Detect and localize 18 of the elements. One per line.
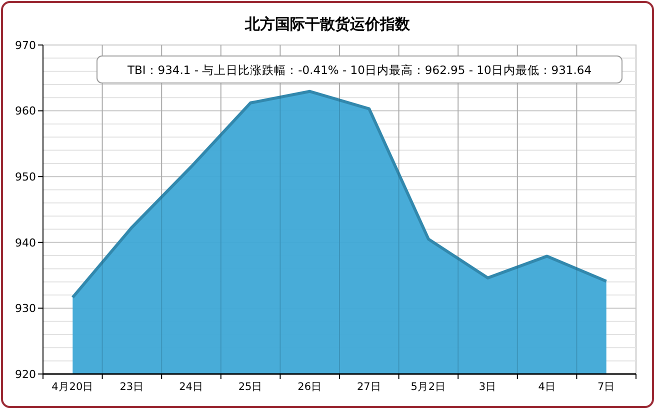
x-tick-label: 4月20日	[52, 381, 94, 393]
y-tick-label: 920	[15, 368, 36, 381]
x-tick-label: 7日	[598, 381, 616, 393]
y-tick-label: 930	[15, 302, 36, 316]
chart-title: 北方国际干散货运价指数	[244, 15, 411, 33]
x-tick-label: 4日	[538, 381, 556, 393]
y-tick-label: 940	[15, 236, 36, 250]
x-tick-label: 3日	[478, 381, 497, 393]
y-tick-label: 970	[15, 38, 36, 52]
y-tick-label: 950	[15, 170, 36, 184]
x-tick-label: 27日	[356, 381, 382, 393]
x-tick-label: 24日	[179, 381, 204, 393]
x-tick-label: 23日	[120, 381, 144, 393]
x-tick-label: 5月2日	[410, 381, 446, 393]
x-tick-label: 25日	[238, 381, 263, 393]
x-tick-label: 26日	[298, 381, 322, 393]
y-tick-label: 960	[15, 104, 36, 118]
annotation: TBI：934.1 - 与上日比涨跌幅：-0.41% - 10日内最高：962.95 - 10日内最低：931.64	[126, 63, 592, 78]
